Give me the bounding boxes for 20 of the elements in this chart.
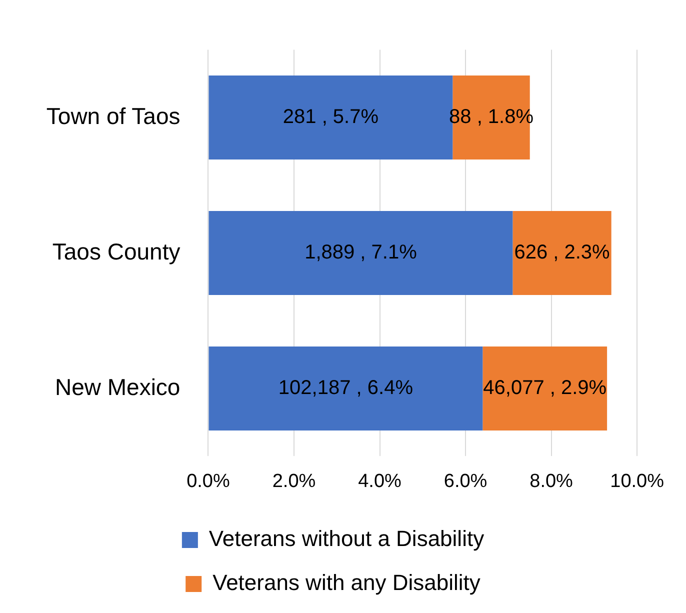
data-label: 102,187 , 6.4% <box>278 376 414 399</box>
y-tick-label: New Mexico <box>54 374 180 400</box>
y-tick-label: Town of Taos <box>46 102 180 129</box>
legend-label: Veterans without a Disability <box>208 526 484 552</box>
data-label: 1,889 , 7.1% <box>304 242 418 264</box>
y-tick-label: Taos County <box>52 238 181 264</box>
x-tick-label: 8.0% <box>530 470 574 492</box>
x-tick-label: 6.0% <box>444 470 488 492</box>
bar <box>208 211 513 295</box>
data-label: 626 , 2.3% <box>514 242 610 264</box>
x-tick-label: 10.0% <box>610 470 664 492</box>
bar <box>512 211 612 295</box>
x-tick-label: 4.0% <box>358 470 402 492</box>
x-tick-label: 0.0% <box>186 470 230 492</box>
bar <box>482 346 608 430</box>
x-tick-label: 2.0% <box>272 470 316 492</box>
data-label: 281 , 5.7% <box>282 106 379 128</box>
data-label: 46,077 , 2.9% <box>483 376 607 399</box>
bar <box>208 346 483 430</box>
legend-label: Veterans with any Disability <box>212 570 480 596</box>
